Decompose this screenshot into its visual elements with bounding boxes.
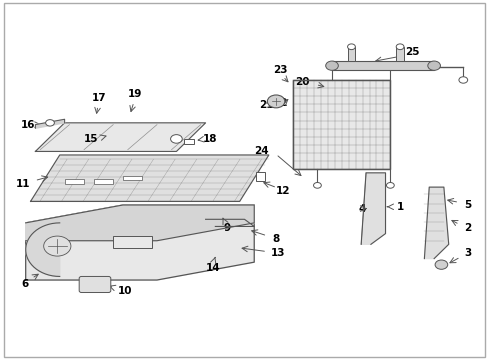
Text: 2: 2 [464,223,471,233]
Bar [64,179,84,184]
FancyBboxPatch shape [79,276,111,293]
Text: 19: 19 [128,89,142,99]
Bar [113,237,152,248]
Text: 6: 6 [21,279,28,289]
Text: 13: 13 [271,248,285,258]
Polygon shape [26,205,254,280]
Polygon shape [35,123,205,152]
Text: 7: 7 [32,236,39,246]
Circle shape [170,135,182,143]
Polygon shape [361,173,385,244]
Text: 25: 25 [404,47,419,57]
Text: 18: 18 [203,134,217,144]
Circle shape [45,120,54,126]
Text: 22: 22 [272,98,286,108]
Text: 12: 12 [276,186,290,196]
Bar [331,61,433,70]
Polygon shape [26,223,60,276]
Text: 17: 17 [91,93,106,103]
Text: 23: 23 [272,65,286,75]
Text: 9: 9 [224,223,230,233]
Circle shape [313,183,321,188]
Bar [256,172,264,181]
Text: 15: 15 [84,134,99,144]
Bar [292,80,389,169]
Polygon shape [26,205,254,241]
Text: 21: 21 [259,100,273,110]
Bar [395,47,403,61]
Bar [183,139,194,144]
Circle shape [386,183,393,188]
Text: 4: 4 [358,203,365,213]
Circle shape [267,95,285,108]
Text: 14: 14 [205,262,220,273]
Text: 5: 5 [464,200,471,210]
Text: 8: 8 [272,234,279,244]
Bar [292,80,389,169]
Circle shape [427,61,440,70]
Polygon shape [30,155,268,202]
Circle shape [458,77,467,83]
Text: 24: 24 [254,147,268,157]
Polygon shape [35,119,64,128]
Text: 20: 20 [295,77,309,87]
Text: 11: 11 [16,179,30,189]
Polygon shape [424,187,448,258]
Circle shape [43,236,71,256]
Text: 3: 3 [464,248,471,258]
Text: 16: 16 [21,120,35,130]
Circle shape [434,260,447,269]
Bar [122,176,142,180]
Circle shape [325,61,338,70]
Bar [347,47,355,61]
Text: 1: 1 [396,202,403,212]
Circle shape [347,44,355,50]
Text: 10: 10 [118,286,132,296]
Circle shape [395,44,403,50]
Bar [94,179,113,184]
